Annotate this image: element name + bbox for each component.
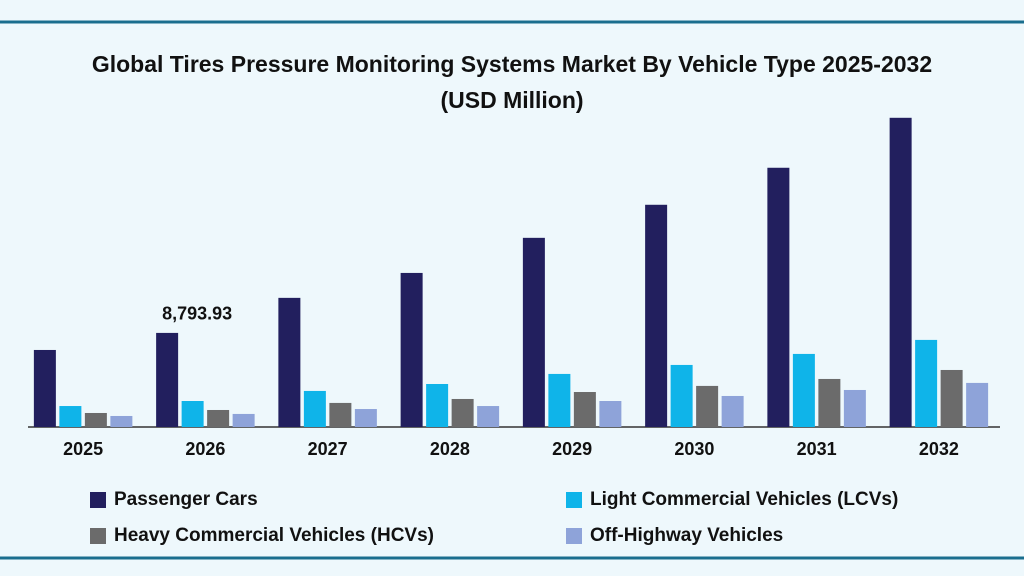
- bar: [303, 390, 326, 427]
- bar: [721, 395, 744, 427]
- legend-swatch: [566, 528, 582, 544]
- bar: [400, 272, 423, 427]
- bar: [84, 412, 107, 427]
- data-label: 8,793.93: [162, 304, 232, 324]
- legend-swatch: [566, 492, 582, 508]
- bar: [33, 349, 56, 427]
- bar: [522, 237, 545, 427]
- bar: [278, 297, 301, 427]
- bar: [818, 378, 841, 427]
- bar: [696, 385, 719, 427]
- bar: [181, 401, 204, 427]
- x-tick-label: 2029: [552, 439, 592, 459]
- bar: [207, 409, 230, 427]
- bar: [477, 406, 500, 427]
- bar: [573, 392, 596, 427]
- bar: [767, 167, 790, 427]
- bar: [156, 332, 179, 427]
- x-tick-label: 2031: [797, 439, 837, 459]
- x-tick-label: 2032: [919, 439, 959, 459]
- legend-swatch: [90, 528, 106, 544]
- bar: [843, 389, 866, 427]
- legend-label: Passenger Cars: [114, 489, 258, 510]
- bar: [354, 409, 377, 427]
- bar: [645, 204, 668, 427]
- bar: [889, 117, 912, 427]
- legend-swatch: [90, 492, 106, 508]
- legend-label: Heavy Commercial Vehicles (HCVs): [114, 525, 434, 546]
- x-tick-label: 2030: [674, 439, 714, 459]
- bar: [451, 398, 474, 427]
- x-tick-label: 2027: [308, 439, 348, 459]
- legend-label: Light Commercial Vehicles (LCVs): [590, 489, 898, 510]
- x-tick-label: 2028: [430, 439, 470, 459]
- bar: [940, 369, 963, 427]
- bar: [599, 401, 622, 427]
- x-tick-label: 2025: [63, 439, 103, 459]
- bar: [110, 415, 133, 427]
- bar: [232, 413, 255, 427]
- bar: [426, 383, 449, 427]
- chart-title: Global Tires Pressure Monitoring Systems…: [91, 51, 933, 113]
- bar: [59, 406, 82, 427]
- bar: [966, 382, 989, 427]
- bar: [915, 339, 938, 427]
- legend-label: Off-Highway Vehicles: [590, 525, 783, 546]
- bar: [670, 364, 693, 427]
- bar: [329, 402, 352, 427]
- x-tick-label: 2026: [185, 439, 225, 459]
- bar: [548, 373, 571, 427]
- bar: [792, 353, 815, 427]
